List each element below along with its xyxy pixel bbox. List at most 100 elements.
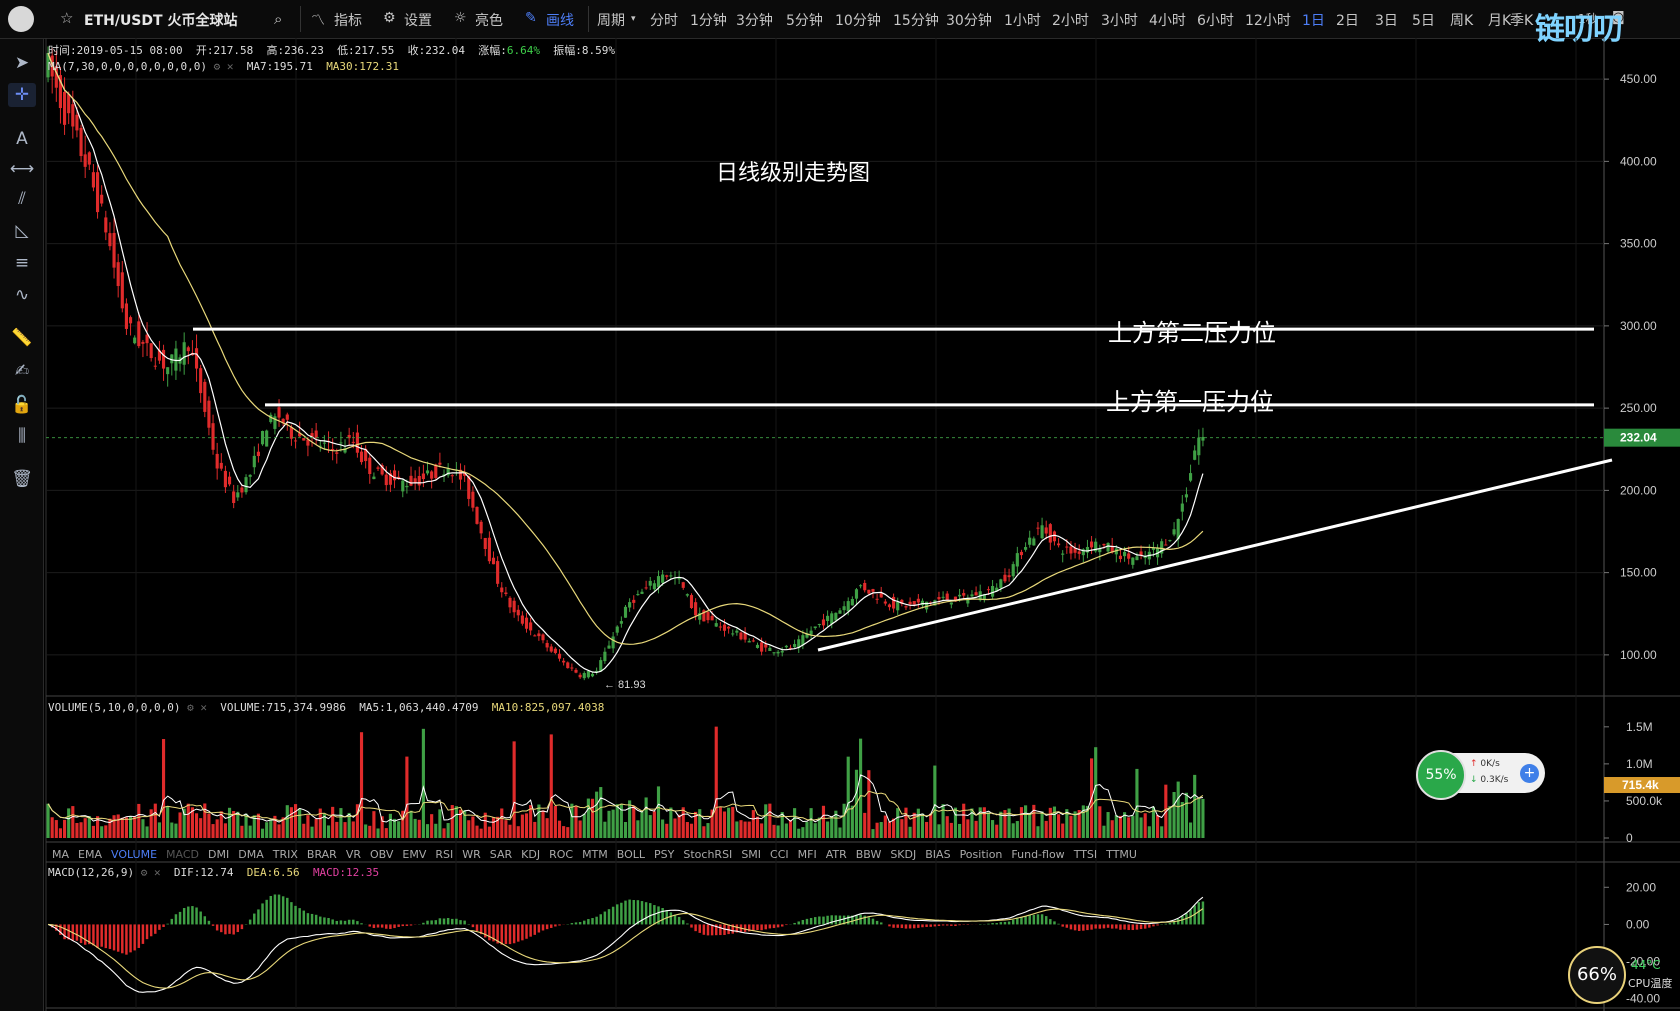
indicator-tab[interactable]: MACD	[166, 848, 200, 861]
interval-2[interactable]: 3分钟	[736, 13, 773, 29]
settings-button[interactable]: 设置	[404, 13, 432, 29]
indicator-tab[interactable]: RSI	[435, 848, 454, 861]
interval-19[interactable]: 季K	[1510, 13, 1534, 29]
indicator-tab[interactable]: StochRSI	[683, 848, 733, 861]
camera-icon[interactable]: ◙	[1612, 10, 1625, 25]
ma-settings-icon[interactable]: ⚙	[213, 60, 221, 73]
ruler-icon[interactable]: 📏	[11, 328, 33, 348]
indicator-tab[interactable]: TRIX	[272, 848, 298, 861]
interval-3[interactable]: 5分钟	[786, 13, 823, 29]
refresh-interval[interactable]: 1秒	[1578, 12, 1598, 26]
interval-6[interactable]: 30分钟	[946, 13, 992, 29]
chevron-down-icon[interactable]: ▾	[631, 14, 636, 24]
indicator-tab[interactable]: TTSI	[1073, 848, 1098, 861]
crosshair-icon[interactable]: ✛	[8, 83, 36, 107]
brush-icon[interactable]: ✍	[14, 361, 30, 381]
candle-body	[1172, 529, 1176, 535]
interval-1[interactable]: 1分钟	[690, 13, 727, 29]
interval-9[interactable]: 3小时	[1101, 13, 1138, 29]
trash-icon[interactable]: 🗑	[11, 469, 33, 489]
volume-bar	[751, 810, 755, 838]
macd-histogram-bar	[294, 905, 297, 925]
interval-0[interactable]: 分时	[650, 13, 678, 29]
indicator-tab[interactable]: BOLL	[616, 848, 646, 861]
interval-15[interactable]: 3日	[1375, 13, 1398, 29]
indicator-tab[interactable]: DMI	[208, 848, 230, 861]
network-speed-widget[interactable]: 55% ↑ 0K/s ↓ 0.3K/s +	[1416, 750, 1545, 800]
indicator-tab[interactable]: CCI	[770, 848, 789, 861]
interval-14[interactable]: 2日	[1336, 13, 1359, 29]
indicator-tab[interactable]: MTM	[582, 848, 608, 861]
indicator-tab[interactable]: BRAR	[306, 848, 337, 861]
text-tool-icon[interactable]: A	[16, 129, 28, 149]
indicator-chart-icon[interactable]: 〽	[311, 13, 325, 29]
brightness-button[interactable]: 亮色	[475, 13, 503, 29]
indicator-tab[interactable]: ROC	[549, 848, 574, 861]
indicator-tab[interactable]: MA	[52, 848, 70, 861]
macd-close-icon[interactable]: ✕	[153, 866, 161, 879]
candle-body	[640, 591, 644, 594]
indicator-tab[interactable]: WR	[462, 848, 481, 861]
volume-bar	[665, 823, 669, 838]
period-dropdown[interactable]: 周期	[597, 13, 625, 29]
volume-close-icon[interactable]: ✕	[200, 701, 207, 714]
indicator-tab[interactable]: VOLUME	[110, 848, 158, 861]
candlestick-visibility-icon[interactable]: ⫼	[18, 426, 26, 446]
cpu-usage-gauge[interactable]: 66%	[1568, 946, 1626, 1004]
interval-7[interactable]: 1小时	[1004, 13, 1041, 29]
macd-params[interactable]: MACD(12,26,9)	[48, 866, 135, 879]
indicator-tab[interactable]: MFI	[797, 848, 817, 861]
search-icon[interactable]: ⌕	[274, 10, 283, 28]
indicator-tab[interactable]: EMV	[402, 848, 427, 861]
indicator-tab[interactable]: EMA	[78, 848, 102, 861]
interval-5[interactable]: 15分钟	[893, 13, 939, 29]
interval-11[interactable]: 6小时	[1197, 13, 1234, 29]
interval-18[interactable]: 月K	[1488, 13, 1512, 29]
ma-params[interactable]: MA(7,30,0,0,0,0,0,0,0,0)	[48, 60, 207, 73]
indicator-tab[interactable]: VR	[345, 848, 361, 861]
fork-tool-icon[interactable]: ⫽	[18, 189, 26, 209]
volume-params[interactable]: VOLUME(5,10,0,0,0,0)	[48, 701, 181, 714]
interval-16[interactable]: 5日	[1412, 13, 1435, 29]
indicators-button[interactable]: 指标	[334, 13, 362, 29]
indicator-tab[interactable]: OBV	[370, 848, 394, 861]
horizontal-line-icon[interactable]: ⟷	[9, 159, 35, 179]
speedup-plus-icon[interactable]: +	[1520, 764, 1539, 783]
interval-12[interactable]: 12小时	[1245, 13, 1291, 29]
indicator-tab[interactable]: DMA	[238, 848, 264, 861]
gear-icon[interactable]: ⚙	[383, 10, 396, 26]
indicator-tab[interactable]: TTMU	[1106, 848, 1137, 861]
macd-settings-icon[interactable]: ⚙	[140, 866, 148, 879]
indicator-tab[interactable]: BIAS	[925, 848, 951, 861]
ma-close-icon[interactable]: ✕	[226, 60, 234, 73]
interval-13[interactable]: 1日	[1302, 13, 1325, 29]
indicator-tab[interactable]: Position	[959, 848, 1003, 861]
symbol-title[interactable]: ETH/USDT 火币全球站	[84, 13, 238, 29]
indicator-tab[interactable]: SKDJ	[890, 848, 917, 861]
favorite-star-icon[interactable]: ☆	[60, 9, 74, 27]
wave-pattern-icon[interactable]: ∿	[14, 285, 30, 305]
candle-body	[871, 589, 875, 592]
triangle-tool-icon[interactable]: ◺	[15, 221, 29, 241]
draw-button[interactable]: 画线	[546, 13, 574, 29]
cursor-arrow-icon[interactable]: ➤	[14, 53, 30, 73]
candle-body	[368, 457, 372, 475]
interval-4[interactable]: 10分钟	[835, 13, 881, 29]
lock-icon[interactable]: 🔓	[11, 395, 33, 415]
indicator-tab[interactable]: BBW	[855, 848, 882, 861]
macd-histogram-bar	[286, 897, 289, 925]
interval-8[interactable]: 2小时	[1052, 13, 1089, 29]
interval-17[interactable]: 周K	[1450, 13, 1474, 29]
indicator-tab[interactable]: SMI	[741, 848, 762, 861]
sun-icon[interactable]: ☼	[454, 10, 467, 26]
pencil-icon[interactable]: ✎	[525, 10, 537, 26]
indicator-tab[interactable]: SAR	[489, 848, 513, 861]
indicator-tab[interactable]: PSY	[654, 848, 675, 861]
interval-10[interactable]: 4小时	[1149, 13, 1186, 29]
indicator-tab[interactable]: Fund-flow	[1011, 848, 1065, 861]
parallel-lines-icon[interactable]: ≡	[14, 253, 30, 273]
indicator-tab[interactable]: ATR	[825, 848, 847, 861]
volume-settings-icon[interactable]: ⚙	[187, 701, 194, 714]
indicator-tab[interactable]: KDJ	[521, 848, 541, 861]
